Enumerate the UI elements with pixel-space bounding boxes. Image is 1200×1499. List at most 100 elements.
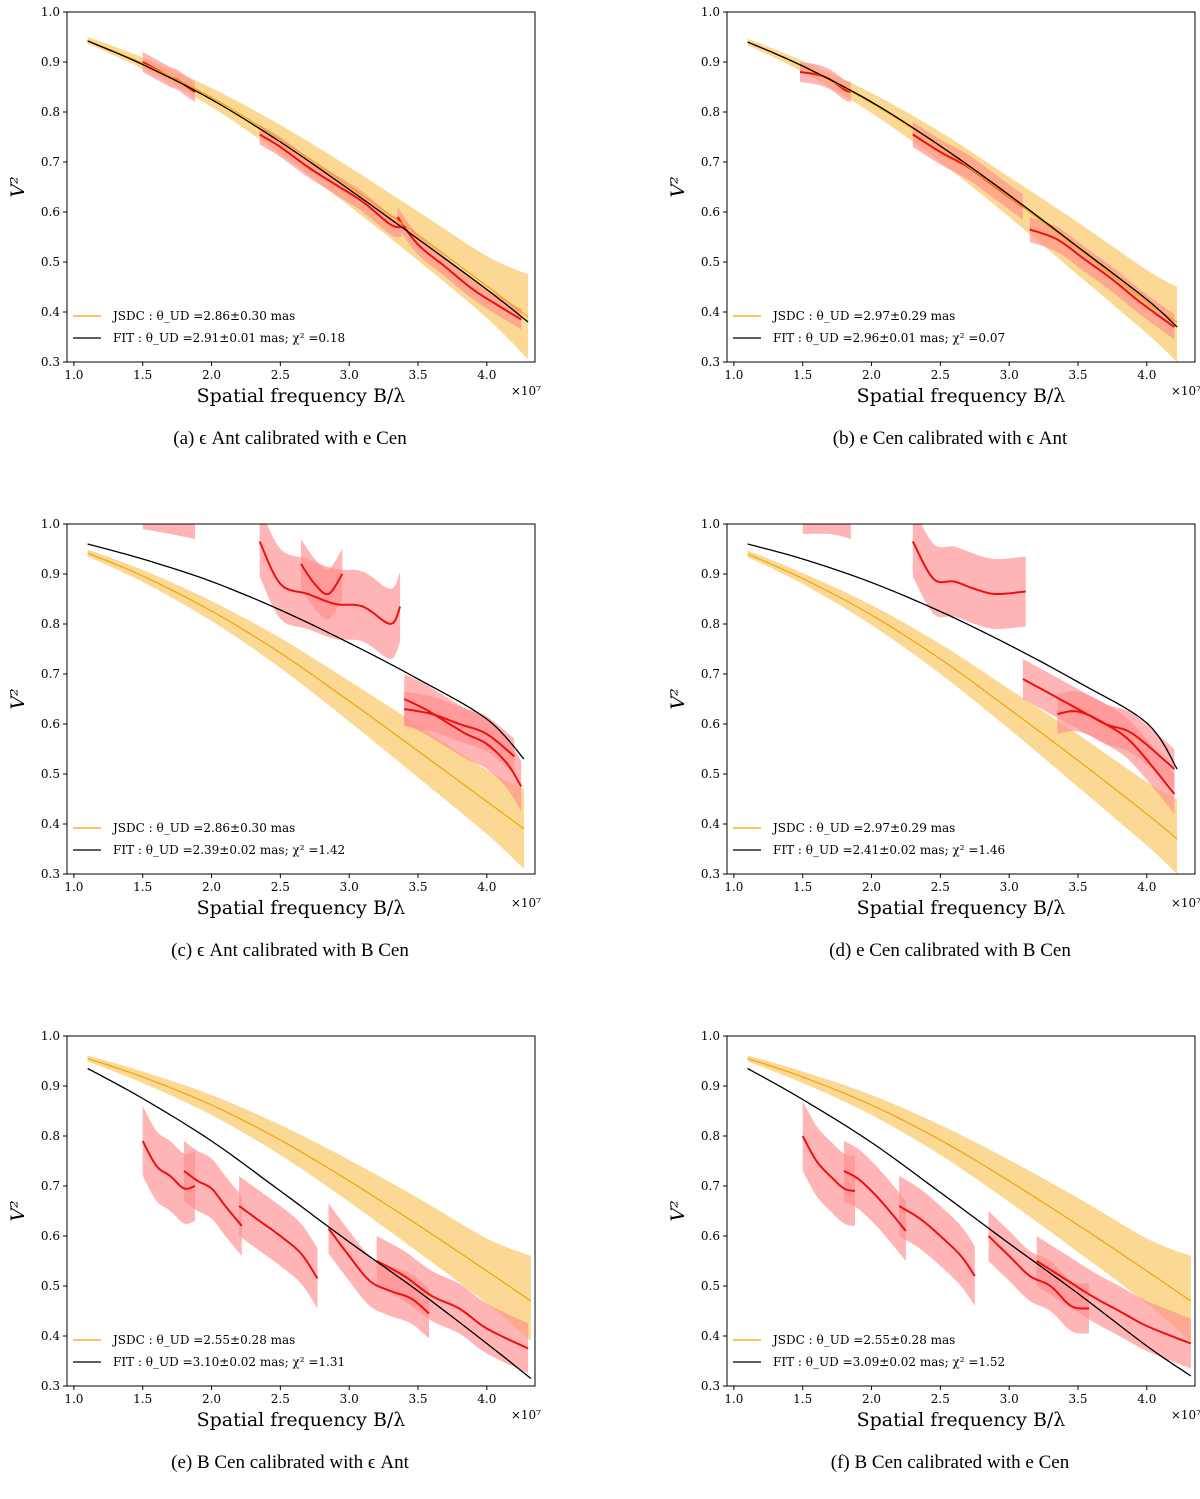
x-tick-label: 1.5 xyxy=(133,1392,152,1406)
observation-line-0 xyxy=(143,509,195,519)
x-tick-label: 2.0 xyxy=(202,880,221,894)
fit-curve xyxy=(747,543,1178,770)
x-tick-label: 2.5 xyxy=(271,368,290,382)
panel-c: 1.0 1.5 2.0 2.5 3.0 3.5 4.0 0.3 0.4 0.5 0.6 0.7 0.8 0… xyxy=(7,517,570,987)
fit-curve xyxy=(747,41,1178,328)
observation-band-2 xyxy=(1029,217,1175,340)
x-tick-label: 2.5 xyxy=(931,368,950,382)
x-multiplier: ×10⁷ xyxy=(511,896,541,910)
x-tick-label: 1.0 xyxy=(64,368,83,382)
x-multiplier: ×10⁷ xyxy=(511,384,541,398)
y-axis-label: V² xyxy=(7,688,29,709)
y-tick-label: 1.0 xyxy=(41,1029,60,1043)
y-tick-label: 0.7 xyxy=(41,1179,60,1193)
x-tick-label: 1.5 xyxy=(793,880,812,894)
x-multiplier: ×10⁷ xyxy=(1171,1408,1200,1422)
y-tick-label: 0.9 xyxy=(701,1079,720,1093)
legend: JSDC : θ_UD =2.86±0.30 mas FIT : θ_UD =2.… xyxy=(73,821,345,857)
caption-f: (f) B Cen calibrated with e Cen xyxy=(830,1452,1070,1473)
jsdc-curve xyxy=(747,553,1178,840)
legend-fit-label: FIT : θ_UD =3.09±0.02 mas; χ² =1.52 xyxy=(773,1355,1005,1369)
x-tick-label: 2.0 xyxy=(862,368,881,382)
observation-line-3 xyxy=(403,698,523,787)
x-multiplier: ×10⁷ xyxy=(1171,896,1200,910)
y-tick-label: 0.7 xyxy=(701,155,720,169)
y-tick-label: 0.7 xyxy=(41,667,60,681)
x-axis-label: Spatial frequency B/λ xyxy=(197,897,406,919)
x-tick-label: 2.5 xyxy=(271,1392,290,1406)
x-tick-label: 1.0 xyxy=(724,368,743,382)
x-tick-label: 1.5 xyxy=(793,368,812,382)
y-tick-label: 0.3 xyxy=(41,1379,60,1393)
y-tick-label: 0.3 xyxy=(41,867,60,881)
x-tick-label: 1.0 xyxy=(724,1392,743,1406)
y-tick-label: 0.8 xyxy=(701,617,720,631)
jsdc-curve xyxy=(747,1057,1192,1302)
x-tick-label: 2.0 xyxy=(202,368,221,382)
observation-band-2 xyxy=(301,539,343,620)
x-tick-label: 3.0 xyxy=(1000,880,1019,894)
legend: JSDC : θ_UD =2.97±0.29 mas FIT : θ_UD =2.… xyxy=(733,821,1005,857)
x-tick-label: 3.0 xyxy=(1000,1392,1019,1406)
y-tick-label: 0.5 xyxy=(41,1279,60,1293)
observation-band-1 xyxy=(184,1141,242,1256)
y-tick-label: 0.7 xyxy=(701,667,720,681)
plot-area xyxy=(87,37,529,360)
x-tick-label: 4.0 xyxy=(477,368,496,382)
legend-jsdc-label: JSDC : θ_UD =2.55±0.28 mas xyxy=(111,1333,295,1347)
legend-fit-label: FIT : θ_UD =2.41±0.02 mas; χ² =1.46 xyxy=(773,843,1005,857)
x-tick-label: 2.0 xyxy=(862,1392,881,1406)
observation-line-1 xyxy=(258,541,402,626)
x-tick-label: 1.0 xyxy=(724,880,743,894)
x-axis-label: Spatial frequency B/λ xyxy=(197,385,406,407)
y-tick-label: 0.4 xyxy=(701,817,720,831)
observation-band-0 xyxy=(802,524,851,539)
y-tick-label: 0.5 xyxy=(701,767,720,781)
x-tick-label: 3.5 xyxy=(1068,368,1087,382)
observation-line-4 xyxy=(1036,1260,1192,1345)
axes-frame xyxy=(726,11,1196,363)
x-tick-label: 3.5 xyxy=(408,368,427,382)
x-tick-label: 4.0 xyxy=(477,1392,496,1406)
observation-line-2 xyxy=(300,563,344,596)
x-tick-label: 3.5 xyxy=(1068,1392,1087,1406)
axes-frame xyxy=(66,11,536,363)
plot-area xyxy=(747,38,1178,362)
legend-fit-label: FIT : θ_UD =2.96±0.01 mas; χ² =0.07 xyxy=(773,331,1005,345)
observation-band-3 xyxy=(1057,691,1175,814)
fit-curve xyxy=(87,40,529,323)
x-axis-label: Spatial frequency B/λ xyxy=(857,1409,1066,1431)
y-tick-label: 0.9 xyxy=(701,567,720,581)
legend-jsdc-label: JSDC : θ_UD =2.97±0.29 mas xyxy=(771,309,955,323)
axes-frame xyxy=(726,523,1196,875)
y-axis-label: V² xyxy=(667,176,689,197)
x-axis-label: Spatial frequency B/λ xyxy=(857,897,1066,919)
y-tick-label: 0.4 xyxy=(41,305,60,319)
x-tick-label: 3.0 xyxy=(340,880,359,894)
y-tick-label: 0.6 xyxy=(701,717,720,731)
y-tick-label: 0.4 xyxy=(701,1329,720,1343)
fit-curve xyxy=(87,543,525,760)
observation-line-2 xyxy=(238,1205,319,1280)
panel-e: 1.0 1.5 2.0 2.5 3.0 3.5 4.0 0.3 0.4 0.5 0.6 0.7 0.8 0… xyxy=(7,1029,570,1499)
observation-line-4 xyxy=(376,1260,529,1350)
x-tick-label: 2.0 xyxy=(862,880,881,894)
chart-c: 1.0 1.5 2.0 2.5 3.0 3.5 4.0 0.3 0.4 0.5 0.6 0.7 0.8 0… xyxy=(7,517,541,919)
y-tick-label: 1.0 xyxy=(701,5,720,19)
observation-band-0 xyxy=(142,524,195,539)
y-axis-label: V² xyxy=(667,1200,689,1221)
observation-band-0 xyxy=(802,1101,855,1226)
y-tick-label: 0.9 xyxy=(41,567,60,581)
x-tick-label: 3.0 xyxy=(340,368,359,382)
x-tick-label: 2.5 xyxy=(931,880,950,894)
plot-area xyxy=(87,1055,532,1380)
axes-frame xyxy=(66,1035,536,1387)
observation-band-2 xyxy=(239,1176,318,1309)
plot-area xyxy=(747,524,1178,874)
y-tick-label: 1.0 xyxy=(701,1029,720,1043)
x-tick-label: 3.5 xyxy=(1068,880,1087,894)
y-axis-label: V² xyxy=(667,688,689,709)
y-tick-label: 0.4 xyxy=(701,305,720,319)
legend-jsdc-label: JSDC : θ_UD =2.86±0.30 mas xyxy=(111,309,295,323)
y-tick-label: 0.3 xyxy=(41,355,60,369)
